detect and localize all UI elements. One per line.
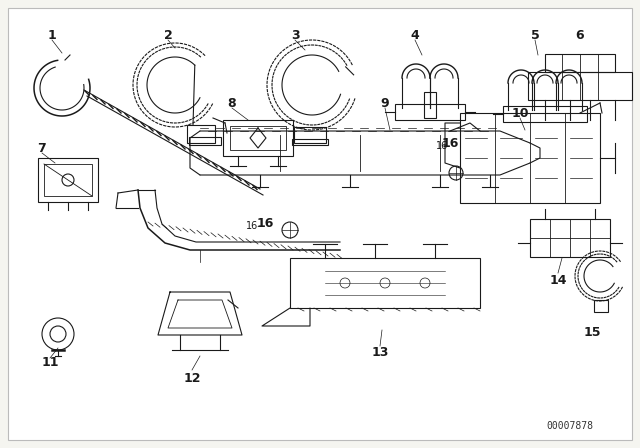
Text: 10: 10 (511, 107, 529, 120)
Bar (460, 113, 600, 203)
Bar (230, 126, 286, 150)
Text: 6: 6 (576, 29, 584, 42)
Bar (545, 54, 615, 72)
Text: 16: 16 (436, 141, 448, 151)
Bar (503, 106, 587, 122)
Text: 1: 1 (47, 29, 56, 42)
Bar (38, 158, 98, 202)
Text: 2: 2 (164, 29, 172, 42)
Text: 5: 5 (531, 29, 540, 42)
Text: 3: 3 (291, 29, 300, 42)
Bar (528, 72, 632, 100)
Bar (44, 164, 92, 196)
Text: 16: 16 (256, 216, 274, 229)
Bar (292, 139, 328, 145)
Bar (594, 300, 608, 312)
Text: 8: 8 (228, 96, 236, 109)
Text: 4: 4 (411, 29, 419, 42)
Text: 00007878: 00007878 (547, 421, 593, 431)
Text: 12: 12 (183, 371, 201, 384)
Text: 15: 15 (583, 327, 601, 340)
Bar (223, 120, 293, 156)
Bar (424, 92, 436, 118)
Bar (395, 104, 465, 120)
Bar (187, 125, 215, 143)
Text: 11: 11 (41, 357, 59, 370)
Bar (189, 137, 221, 145)
Bar (530, 219, 610, 257)
Text: 14: 14 (549, 273, 567, 287)
Bar (290, 258, 480, 308)
Text: 9: 9 (381, 96, 389, 109)
Text: 13: 13 (371, 346, 388, 359)
Text: 7: 7 (38, 142, 46, 155)
Bar (294, 127, 326, 143)
Text: 16-: 16- (246, 221, 262, 231)
Text: 16: 16 (442, 137, 459, 150)
